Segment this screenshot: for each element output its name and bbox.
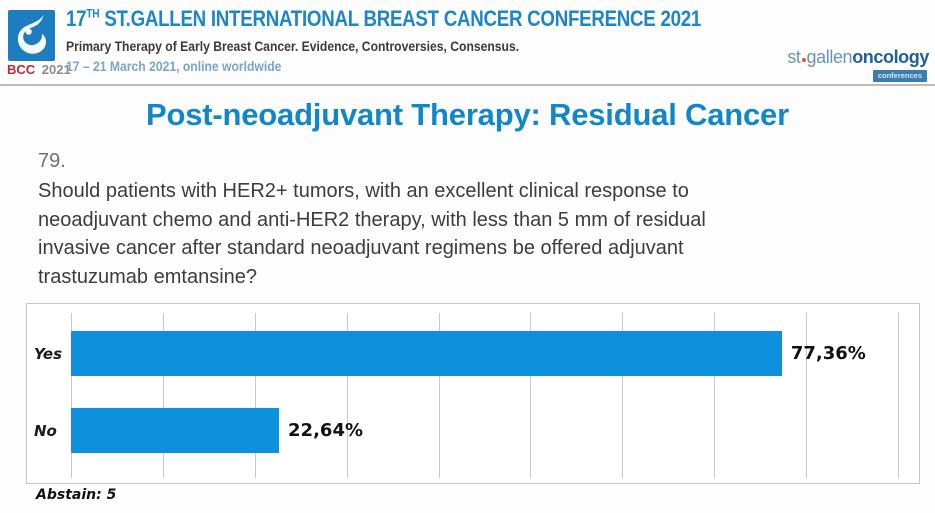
bar-row-yes: Yes 77,36%: [27, 331, 898, 376]
bcc-logo-caption: BCC 2021: [7, 62, 71, 77]
bar-yes: [71, 331, 782, 376]
bcc-logo-icon: [8, 10, 55, 61]
stgallen-logo-st: st: [787, 47, 801, 67]
bar-no: [71, 408, 280, 453]
orange-dot-icon: [801, 58, 806, 62]
conference-title-rest: ST.GALLEN INTERNATIONAL BREAST CANCER CO…: [99, 6, 702, 31]
conference-dates: 17 – 21 March 2021, online worldwide: [66, 59, 282, 74]
header-divider: [0, 84, 935, 86]
question-line: trastuzumab emtansine?: [38, 265, 258, 288]
conference-title-ordinal: TH: [86, 6, 100, 21]
stgallen-logo-oncology: oncology: [852, 47, 929, 67]
bcc-logo-text: BCC: [7, 62, 36, 77]
conference-header-text: 17TH ST.GALLEN INTERNATIONAL BREAST CANC…: [66, 6, 813, 74]
conferences-badge: conferences: [872, 70, 927, 82]
question-text: Should patients with HER2+ tumors, with …: [38, 177, 706, 291]
stgallen-oncology-wordmark: st gallenoncology: [787, 48, 929, 66]
question-line: neoadjuvant chemo and anti-HER2 therapy,…: [38, 208, 706, 231]
bcc-logo-year: 2021: [41, 62, 71, 77]
conference-title-number: 17: [66, 6, 87, 31]
category-label-no: No: [34, 421, 57, 440]
value-label-yes: 77,36%: [790, 343, 866, 364]
question-line: Should patients with HER2+ tumors, with …: [38, 180, 689, 202]
category-label-yes: Yes: [34, 344, 63, 363]
poll-results-chart: Yes 77,36% No 22,64%: [26, 303, 920, 484]
page-title: Post-neoadjuvant Therapy: Residual Cance…: [146, 97, 789, 132]
stgallen-logo-gallen: gallen: [806, 47, 853, 67]
value-label-no: 22,64%: [288, 420, 364, 441]
bar-track-no: 22,64%: [71, 408, 898, 453]
chart-gridlines: [71, 313, 899, 478]
bar-track-yes: 77,36%: [71, 331, 898, 376]
question-number: 79.: [38, 150, 66, 172]
question-line: invasive cancer after standard neoadjuva…: [38, 237, 684, 259]
conference-subtitle: Primary Therapy of Early Breast Cancer. …: [66, 39, 520, 54]
bar-row-no: No 22,64%: [27, 408, 898, 453]
stgallen-oncology-logo: st gallenoncology conferences: [787, 48, 929, 82]
abstain-note: Abstain: 5: [36, 487, 117, 503]
conference-title: 17TH ST.GALLEN INTERNATIONAL BREAST CANC…: [66, 6, 701, 32]
conference-header: BCC 2021 17TH ST.GALLEN INTERNATIONAL BR…: [0, 0, 935, 84]
